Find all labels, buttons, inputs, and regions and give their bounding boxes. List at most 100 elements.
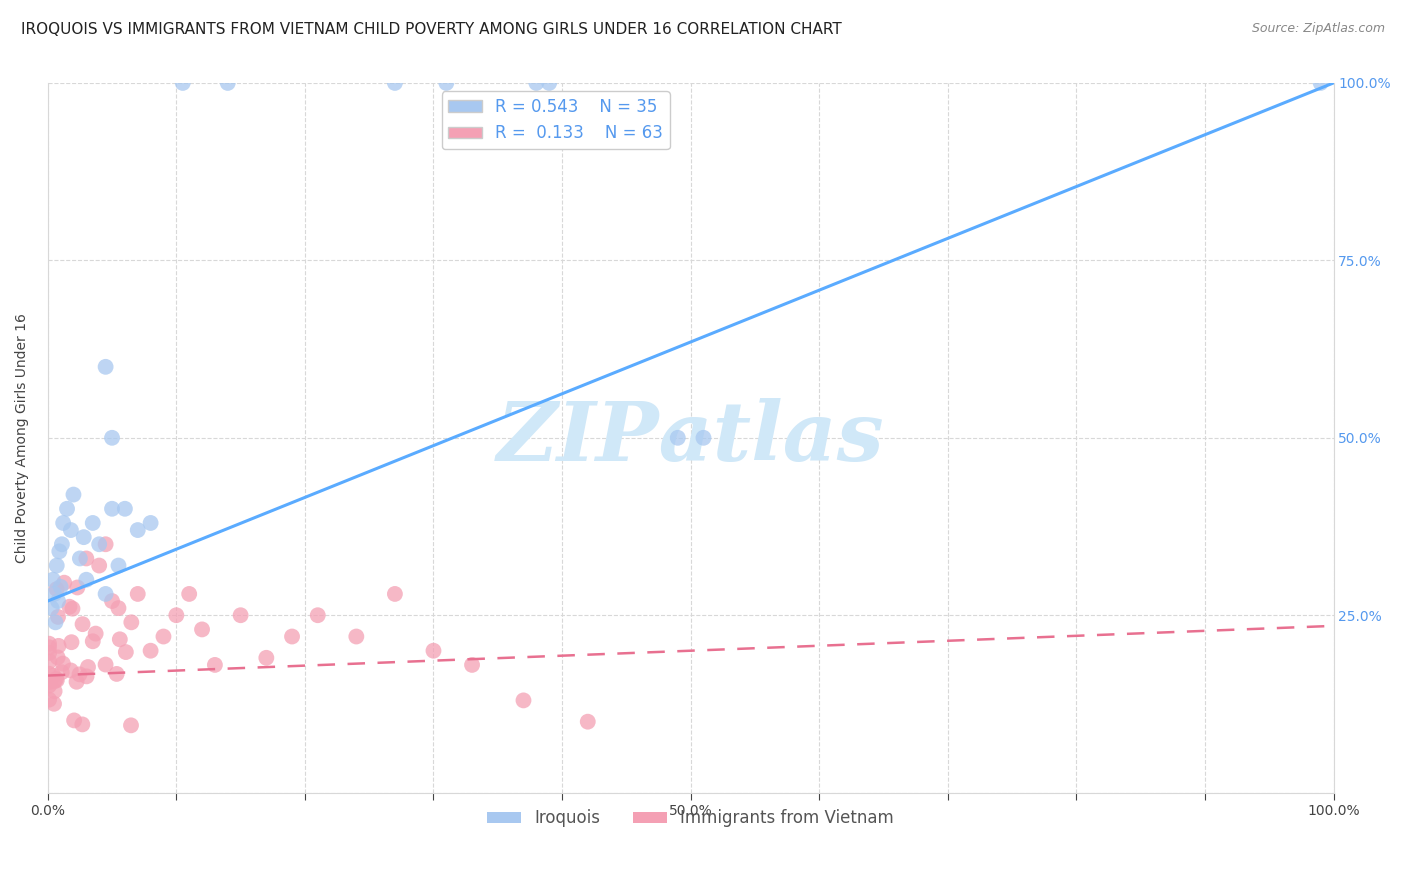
Point [576,714,599,729]
Point [191,623,214,637]
Point [115,645,138,659]
Point [42,697,65,711]
Text: IROQUOIS VS IMMIGRANTS FROM VIETNAM CHILD POVERTY AMONG GIRLS UNDER 16 CORRELATI: IROQUOIS VS IMMIGRANTS FROM VIETNAM CHIL… [21,22,842,37]
Point [51,537,73,551]
Point [38,640,60,655]
Point [45,582,67,596]
Point [38,655,60,669]
Point [107,558,129,573]
Point [63,714,86,728]
Point [127,523,149,537]
Point [42,573,65,587]
Point [204,657,226,672]
Point [101,431,124,445]
Point [101,594,124,608]
Point [58,599,80,614]
Point [172,76,194,90]
Point [217,76,239,90]
Point [179,587,201,601]
Point [38,637,60,651]
Point [84,626,107,640]
Point [46,610,69,624]
Point [165,608,187,623]
Point [152,630,174,644]
Point [72,717,94,731]
Point [281,630,304,644]
Point [60,635,83,649]
Point [66,581,89,595]
Point [51,665,73,680]
Point [94,587,117,601]
Point [94,657,117,672]
Point [120,718,142,732]
Point [44,587,66,601]
Point [105,667,128,681]
Point [1309,76,1331,90]
Point [38,675,60,690]
Point [62,601,84,615]
Point [45,672,67,686]
Point [65,674,87,689]
Point [75,573,97,587]
Point [59,523,82,537]
Point [42,669,65,683]
Point [89,537,111,551]
Point [44,615,66,630]
Point [52,516,75,530]
Point [422,643,444,657]
Point [307,608,329,623]
Point [82,516,104,530]
Point [82,634,104,648]
Point [46,650,69,665]
Point [107,601,129,615]
Point [69,551,91,566]
Point [384,587,406,601]
Point [49,580,72,594]
Point [77,660,100,674]
Point [344,630,367,644]
Point [76,669,98,683]
Point [44,684,66,698]
Point [101,501,124,516]
Point [139,516,162,530]
Point [45,673,67,687]
Point [114,501,136,516]
Point [59,664,82,678]
Point [45,558,67,573]
Point [46,594,69,608]
Text: Source: ZipAtlas.com: Source: ZipAtlas.com [1251,22,1385,36]
Point [48,639,70,653]
Legend: Iroquois, Immigrants from Vietnam: Iroquois, Immigrants from Vietnam [481,803,900,834]
Y-axis label: Child Poverty Among Girls Under 16: Child Poverty Among Girls Under 16 [15,313,30,563]
Point [692,431,714,445]
Point [120,615,142,630]
Point [38,679,60,693]
Point [254,650,277,665]
Point [75,551,97,566]
Point [38,666,60,681]
Point [94,359,117,374]
Point [73,530,96,544]
Point [44,674,66,689]
Point [666,431,689,445]
Point [53,575,76,590]
Point [127,587,149,601]
Point [108,632,131,647]
Point [41,601,63,615]
Point [62,487,84,501]
Point [72,617,94,632]
Point [89,558,111,573]
Point [38,646,60,660]
Point [38,692,60,706]
Point [94,537,117,551]
Point [524,76,547,90]
Point [461,657,484,672]
Point [229,608,252,623]
Point [384,76,406,90]
Point [69,667,91,681]
Point [538,76,561,90]
Point [434,76,457,90]
Text: ZIP​atlas: ZIP​atlas [496,398,884,478]
Point [48,544,70,558]
Point [52,657,75,671]
